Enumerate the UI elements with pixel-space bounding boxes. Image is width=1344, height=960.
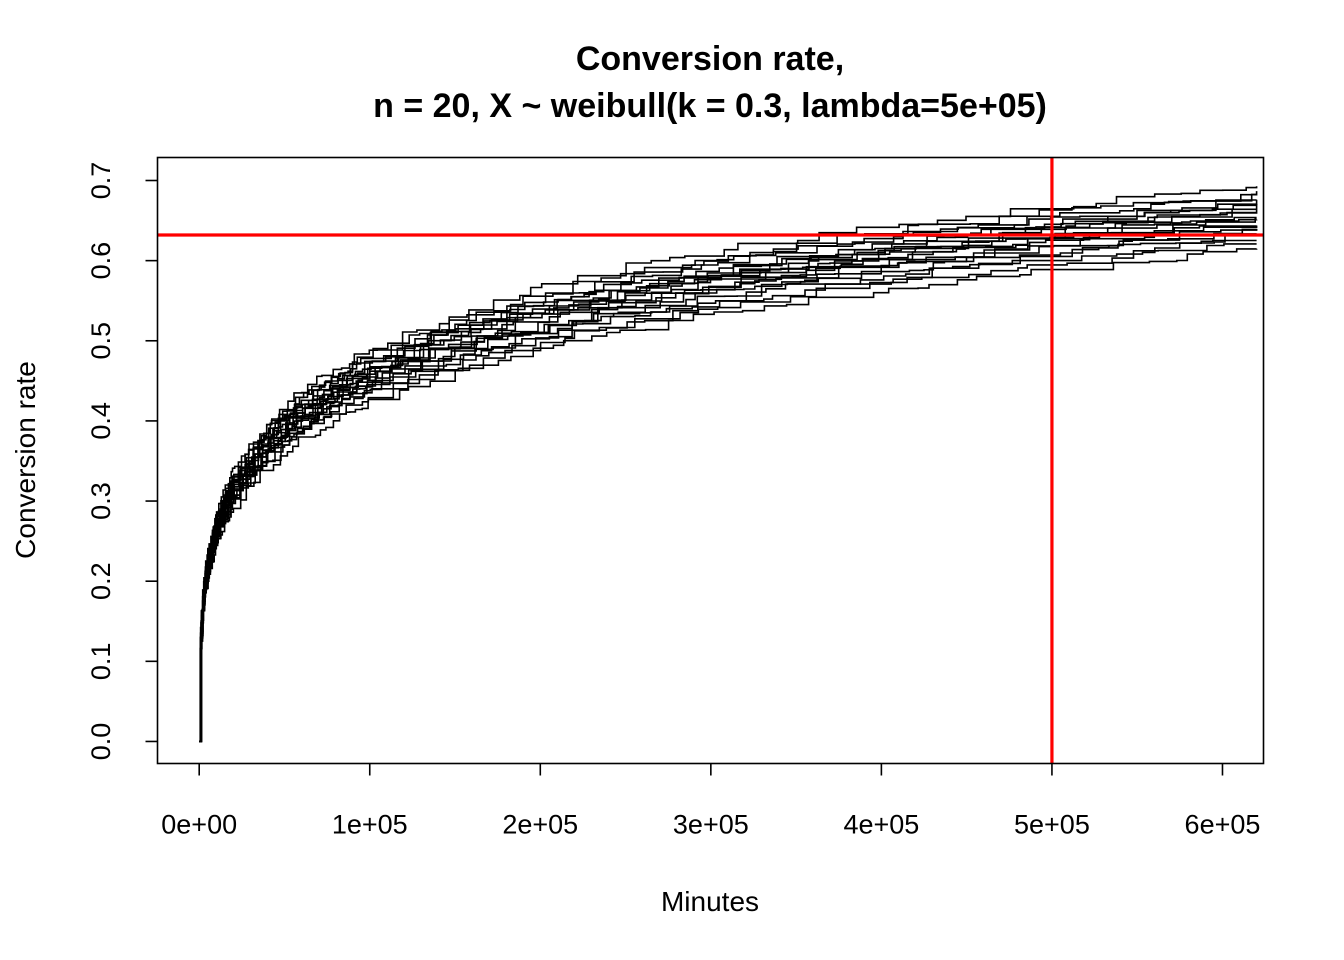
x-axis-label: Minutes — [661, 886, 759, 917]
x-tick-label: 0e+00 — [161, 810, 237, 840]
series-line-12 — [199, 211, 1257, 743]
y-tick-label: 0.0 — [86, 723, 116, 761]
series-line-18 — [199, 193, 1257, 743]
chart-title: Conversion rate, — [576, 40, 844, 78]
x-tick-label: 4e+05 — [843, 810, 919, 840]
series-layer — [199, 186, 1258, 743]
y-tick-label: 0.4 — [86, 402, 116, 440]
y-tick-label: 0.2 — [86, 562, 116, 600]
series-line-17 — [199, 199, 1257, 743]
series-line-5 — [199, 228, 1258, 743]
y-tick-label: 0.1 — [86, 643, 116, 681]
series-line-1 — [199, 248, 1258, 743]
x-tick-label: 6e+05 — [1185, 810, 1261, 840]
y-tick-label: 0.5 — [86, 322, 116, 360]
x-tick-label: 3e+05 — [673, 810, 749, 840]
series-line-16 — [199, 199, 1258, 743]
chart-subtitle: n = 20, X ~ weibull(k = 0.3, lambda=5e+0… — [373, 87, 1047, 125]
x-tick-label: 5e+05 — [1014, 810, 1090, 840]
series-line-4 — [199, 233, 1257, 743]
y-axis: 0.0 0.1 0.2 0.3 0.4 0.5 0.6 0.7 — [86, 162, 158, 761]
y-tick-label: 0.7 — [86, 162, 116, 200]
series-line-6 — [199, 229, 1258, 743]
x-tick-label: 1e+05 — [332, 810, 408, 840]
y-tick-label: 0.6 — [86, 242, 116, 280]
series-line-11 — [199, 218, 1258, 743]
series-line-8 — [199, 225, 1257, 743]
x-tick-label: 2e+05 — [502, 810, 578, 840]
series-line-19 — [199, 191, 1258, 743]
series-line-15 — [199, 204, 1258, 743]
series-line-2 — [199, 243, 1257, 743]
reference-lines — [157, 157, 1264, 764]
series-line-9 — [199, 218, 1257, 743]
series-line-20 — [199, 186, 1258, 743]
series-line-3 — [199, 239, 1257, 743]
y-axis-label: Conversion rate — [10, 361, 41, 559]
series-line-7 — [199, 225, 1258, 743]
x-axis: 0e+00 1e+05 2e+05 3e+05 4e+05 5e+05 6e+05 — [161, 763, 1261, 840]
y-tick-label: 0.3 — [86, 482, 116, 520]
